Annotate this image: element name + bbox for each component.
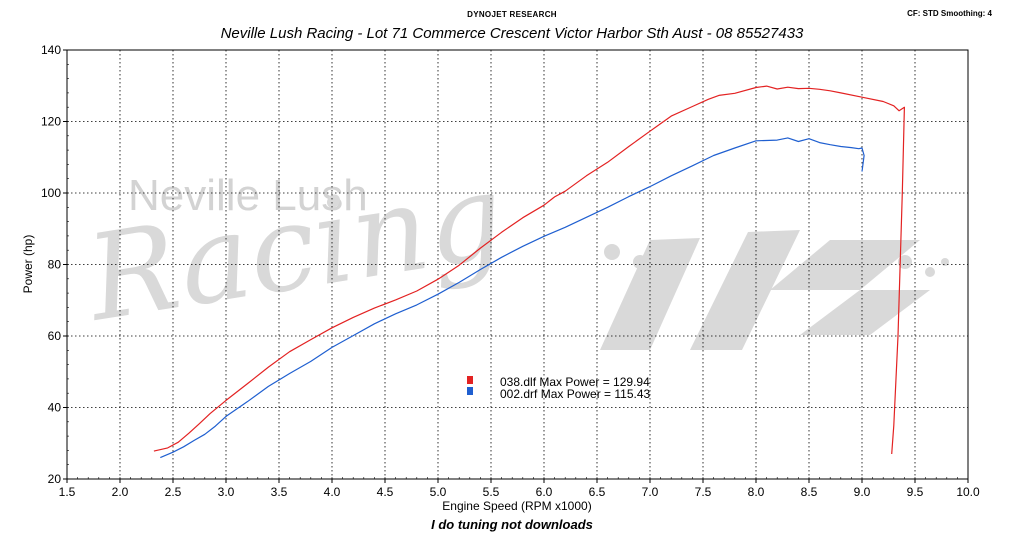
x-tick-label: 8.5 xyxy=(801,485,818,499)
y-tick-label: 20 xyxy=(48,472,62,486)
x-tick-label: 4.0 xyxy=(324,485,341,499)
watermark-line1: Neville Lush xyxy=(128,171,368,220)
x-tick-label: 9.5 xyxy=(907,485,924,499)
x-tick-label: 2.5 xyxy=(165,485,182,499)
watermark-graphic xyxy=(600,230,949,350)
x-tick-label: 2.0 xyxy=(112,485,129,499)
y-tick-label: 100 xyxy=(41,186,61,200)
y-tick-label: 60 xyxy=(48,329,62,343)
legend-entry-blue: 002.drf Max Power = 115.43 xyxy=(500,387,651,401)
watermark: Neville Lush Racing xyxy=(77,146,949,350)
series-line-blue xyxy=(160,137,865,459)
x-axis-label: Engine Speed (RPM x1000) xyxy=(442,499,591,513)
y-tick-label: 140 xyxy=(41,43,61,57)
correction-settings: CF: STD Smoothing: 4 xyxy=(907,9,992,18)
grid xyxy=(67,50,968,479)
x-tick-label: 3.0 xyxy=(218,485,235,499)
series-group xyxy=(153,85,905,459)
series-line-red xyxy=(153,85,905,455)
footer-note: I do tuning not downloads xyxy=(431,517,593,532)
y-tick-label: 120 xyxy=(41,115,61,129)
chart-subtitle: Neville Lush Racing - Lot 71 Commerce Cr… xyxy=(220,25,804,42)
x-tick-label: 4.5 xyxy=(377,485,394,499)
x-tick-label: 9.0 xyxy=(854,485,871,499)
x-tick-label: 3.5 xyxy=(271,485,288,499)
x-tick-label: 6.5 xyxy=(589,485,606,499)
x-tick-label: 5.0 xyxy=(430,485,447,499)
x-tick-label: 7.0 xyxy=(642,485,659,499)
x-tick-label: 6.0 xyxy=(536,485,553,499)
legend-swatch-red xyxy=(467,376,473,384)
y-axis-label: Power (hp) xyxy=(21,235,35,294)
x-tick-label: 10.0 xyxy=(956,485,980,499)
y-tick-label: 80 xyxy=(48,258,62,272)
x-tick-label: 7.5 xyxy=(695,485,712,499)
ticks: 1.5 2.0 2.5 3.0 3.5 4.0 4.5 5.0 5.5 6.0 6.5 7.0 7.5 8… xyxy=(41,43,980,499)
y-tick-label: 40 xyxy=(48,401,62,415)
x-tick-label: 8.0 xyxy=(748,485,765,499)
legend-entry-red: 038.dlf Max Power = 129.94 xyxy=(500,375,650,389)
x-tick-label: 5.5 xyxy=(483,485,500,499)
legend-swatch-blue xyxy=(467,387,473,395)
dynojet-brand: DYNOJET RESEARCH xyxy=(467,10,557,19)
legend: 038.dlf Max Power = 129.94 002.drf Max P… xyxy=(467,375,651,401)
x-tick-label: 1.5 xyxy=(59,485,76,499)
